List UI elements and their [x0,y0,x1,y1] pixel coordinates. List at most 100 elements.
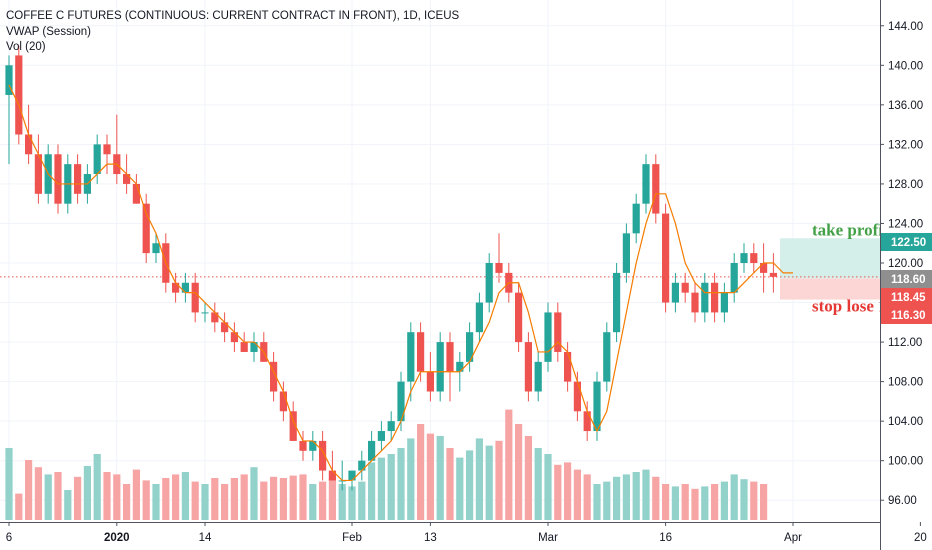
candle-body [681,282,689,293]
candle-body [387,421,395,432]
volume-bar [417,424,425,520]
candle-body [426,371,434,392]
candle-body [201,312,209,314]
stop-loss-label: stop lose 11 [812,297,894,316]
volume-bar [191,481,199,520]
volume-bar [113,474,121,520]
volume-bar [279,478,287,520]
candle-body [54,154,62,204]
price-tick-label: 108.00 [888,377,923,389]
candle-body [221,322,229,333]
volume-bar [681,484,689,520]
price-tick-label: 104.00 [888,416,923,428]
stop-loss-zone [780,278,880,300]
candle-body [289,411,297,441]
candle-body [652,164,660,214]
time-tick-label: 13 [424,532,437,544]
candle-body [93,144,101,175]
volume-bar [15,493,23,520]
entry-price-box [881,288,932,306]
candle-body [515,292,523,343]
candle-body [622,233,630,273]
candle-body [701,282,709,313]
time-tick-label: Mar [538,532,558,544]
time-scale [0,522,880,550]
volume-bar [328,478,336,520]
volume-bar [750,481,758,520]
volume-bar [172,474,180,520]
volume-bar [34,467,42,520]
candle-body [358,460,366,471]
volume-bar [593,484,601,520]
candle-body [309,440,317,451]
candle-body [466,332,474,362]
volume-bar [720,481,728,520]
candle-body [181,282,189,293]
volume-bar [730,474,738,520]
candle-body [230,332,238,343]
candle-body [564,351,572,382]
candle-body [397,381,405,422]
volume-bar [211,478,219,520]
volume-bar [162,478,170,520]
volume-bar [54,472,62,520]
volume-bar [289,475,297,520]
candle-body [485,263,493,303]
price-tick-label: 128.00 [888,179,923,191]
candle-body [152,243,160,254]
volume-bar [387,454,395,520]
volume-bar [358,481,366,520]
candle-body [299,440,307,451]
price-tick-label: 120.00 [888,258,923,270]
volume-bar [671,486,679,520]
volume-bar [348,486,356,520]
candle-body [123,174,131,184]
stop-loss-price-box-label: 116.30 [891,310,926,322]
volume-bar [377,457,385,520]
risk-reward-zones[interactable] [780,238,880,300]
volume-bar [152,484,160,520]
candle-body [5,65,13,95]
volume-bar [524,436,532,520]
volume-bar [534,448,542,520]
candle-body [711,282,719,313]
volume-bar [583,474,591,520]
volume-bar [603,481,611,520]
candle-body [613,272,621,333]
time-tick-label: 20 [914,532,927,544]
chart-legend: COFFEE C FUTURES (CONTINUOUS: CURRENT CO… [6,9,459,56]
volume-bar [632,472,640,520]
candle-body [740,253,748,263]
volume-bar [44,474,52,520]
volume-bar [93,454,101,520]
candle-body [172,282,180,293]
candle-body [446,342,454,372]
price-tick-label: 124.00 [888,218,923,230]
candle-body [377,431,385,441]
time-tick-label: 14 [199,532,212,544]
candle-body [573,381,581,412]
volume-bar [240,474,248,520]
legend-volume: Vol (20) [6,41,46,53]
candle-body [730,263,738,293]
time-tick-label: 2020 [104,532,130,544]
volume-bar [230,478,238,520]
take-profit-price-box [881,233,932,251]
legend-vwap: VWAP (Session) [6,25,91,38]
price-tick-label: 140.00 [888,60,923,72]
vwap-polyline [8,84,793,482]
volume-bar [319,481,327,520]
volume-bar [221,484,229,520]
volume-bar [407,438,415,520]
volume-bar [475,438,483,520]
candle-body [211,312,219,323]
candle-body [74,164,82,194]
volume-bar [181,472,189,520]
volume-bar [368,462,376,520]
volume-bar [505,409,513,520]
candle-body [603,332,611,382]
volume-bar [309,484,317,520]
candle-body [142,203,150,254]
volume-bar [142,480,150,520]
